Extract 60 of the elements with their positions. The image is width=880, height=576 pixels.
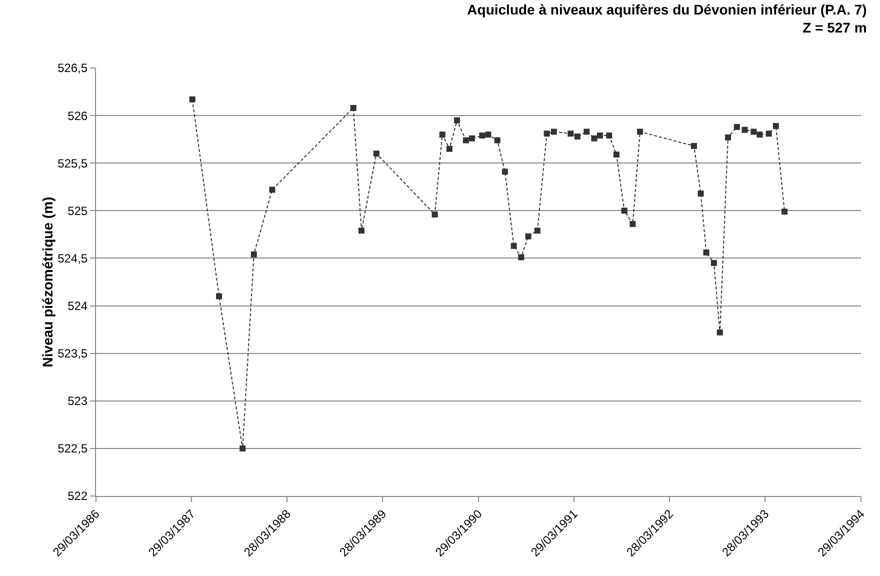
point (485, 132, 492, 138)
y-tick-label: 525,5 (58, 156, 88, 170)
y-tick-label: 526 (68, 108, 88, 123)
y-tick-label: 523 (68, 394, 88, 408)
point (432, 211, 438, 218)
point (742, 126, 748, 133)
point (439, 132, 446, 138)
point (250, 251, 257, 258)
y-tick-label: 522,5 (58, 442, 88, 456)
point (446, 146, 452, 152)
point (568, 130, 574, 137)
point (358, 228, 364, 234)
point (240, 445, 246, 452)
point (502, 168, 508, 175)
y-tick-label: 526,5 (58, 61, 88, 76)
point (479, 132, 486, 139)
point (756, 132, 763, 138)
y-tick-label: 523,5 (58, 346, 88, 361)
chart-title: Aquiclude à niveaux aquifères du Dévonien inférieur (P.A. 7) (467, 1, 867, 18)
point (606, 132, 612, 139)
point (544, 130, 550, 137)
y-tick-label: 524 (68, 298, 88, 313)
point (698, 190, 704, 197)
point (637, 128, 644, 135)
point (494, 137, 500, 144)
point (584, 128, 590, 135)
point (591, 135, 598, 142)
point (454, 117, 460, 124)
point (750, 128, 757, 135)
point (782, 208, 788, 215)
point (613, 152, 620, 158)
point (216, 293, 222, 300)
point (725, 134, 731, 140)
point (621, 208, 628, 214)
point (766, 130, 772, 137)
point (703, 250, 710, 256)
y-tick-label: 522 (68, 489, 88, 504)
point (462, 137, 469, 144)
point (596, 132, 603, 139)
y-tick-label: 524,5 (58, 251, 88, 266)
point (350, 104, 356, 111)
point (525, 233, 532, 240)
point (690, 142, 697, 149)
point (734, 124, 740, 130)
point (269, 186, 276, 193)
point (716, 329, 723, 336)
point (574, 133, 580, 140)
point (550, 128, 557, 135)
y-tick-label: 525 (68, 204, 88, 218)
point (189, 96, 196, 102)
point (710, 260, 717, 266)
point (510, 242, 517, 249)
point (518, 254, 524, 260)
point (630, 220, 636, 227)
point (373, 150, 380, 157)
point (468, 135, 475, 142)
point (534, 228, 540, 234)
chart-subtitle: Z = 527 m (802, 20, 867, 36)
y-axis-title: Niveau piézométrique (m) (40, 196, 56, 368)
point (772, 123, 779, 130)
